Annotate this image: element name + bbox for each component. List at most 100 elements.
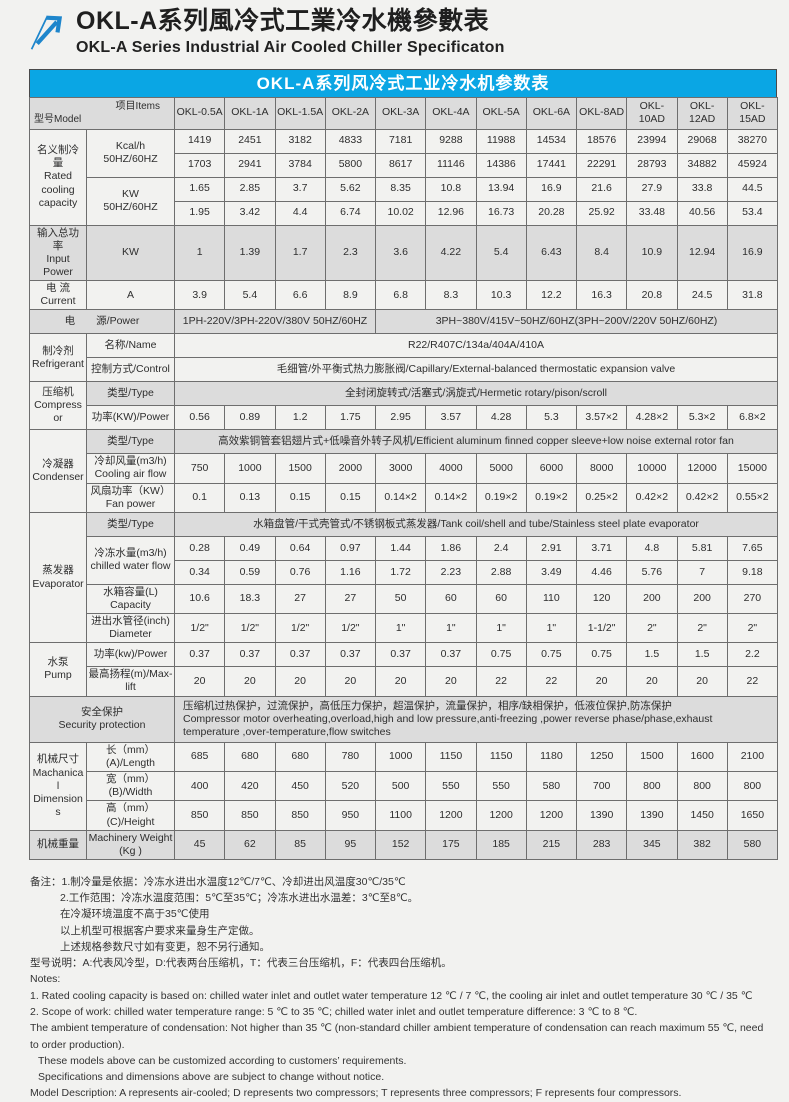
value-cell: 9.18 [726,559,779,585]
value-cell: 420 [224,771,276,802]
model-header-cell: OKL-0.5A [173,96,226,130]
spec-table: 型号Model 项目Items OKL-0.5A OKL-1A OKL-1.5A OKL-… [29,96,779,860]
value-cell: 185 [475,829,527,860]
value-cell: 1.7 [274,224,326,281]
value-cell: 1 [173,224,226,281]
value-cell: 1" [525,612,578,644]
value-cell: 0.13 [224,482,276,513]
item-cell: A [86,279,175,311]
value-cell: 1600 [676,741,728,773]
merged-value-cell: R22/R407C/134a/404A/410A [174,333,778,359]
value-cell: 10000 [626,453,678,484]
value-cell: 20 [274,666,326,697]
value-cell: 1" [475,612,527,644]
value-cell: 550 [425,771,477,802]
value-cell: 1390 [626,800,678,831]
value-cell: 1.65 [173,176,226,202]
value-cell: 3000 [374,453,427,484]
value-cell: 4833 [324,128,377,154]
category-cell: 名义制冷量 Rated cooling capacity [29,128,87,226]
value-cell: 0.56 [173,405,226,431]
item-cell: 冷却风量(m3/h) Cooling air flow [86,453,175,484]
notes-english: Notes: 1. Rated cooling capacity is based… [30,971,770,1101]
note-line: The ambient temperature of condensation:… [30,1022,764,1051]
value-cell: 27 [274,583,326,615]
value-cell: 0.37 [224,642,276,668]
value-cell: 1/2" [224,612,276,644]
item-cell: 水箱容量(L) Capacity [86,583,175,615]
value-cell: 0.14×2 [425,482,477,513]
document-header: OKL-A系列風冷式工業冷水機參數表 OKL-A Series Industri… [0,0,789,57]
merged-value-cell: 毛细管/外平衡式热力膨胀阀/Capillary/External-balance… [174,357,778,383]
value-cell: 44.5 [726,176,779,202]
category-cell: 安全保护 Security protection [29,695,175,743]
value-cell: 3.57 [425,405,477,431]
note-line: 以上机型可根据客户要求来量身生产定做。 [60,924,260,937]
value-cell: 1419 [173,128,226,154]
value-cell: 24.5 [676,279,728,311]
value-cell: 0.14×2 [374,482,427,513]
value-cell: 0.25×2 [575,482,628,513]
value-cell: 2.95 [374,405,427,431]
category-cell: 机械重量 [29,829,87,860]
item-cell: 进出水管径(inch) Diameter [86,612,175,644]
value-cell: 20 [173,666,226,697]
merged-value-cell: 3PH~380V/415V~50HZ/60HZ(3PH~200V/220V 50… [375,309,778,335]
corner-items-label: 项目Items [115,100,160,112]
value-cell: 1.5 [676,642,728,668]
value-cell: 1.5 [626,642,678,668]
value-cell: 1180 [525,741,578,773]
value-cell: 5.4 [224,279,276,311]
category-cell: 制冷剂 Refrigerant [29,333,87,383]
value-cell: 382 [676,829,728,860]
value-cell: 1250 [575,741,628,773]
value-cell: 11988 [475,128,527,154]
value-cell: 580 [726,829,779,860]
value-cell: 450 [274,771,326,802]
value-cell: 5.3×2 [676,405,728,431]
value-cell: 2.88 [475,559,527,585]
value-cell: 5.62 [324,176,377,202]
value-cell: 0.75 [525,642,578,668]
item-cell: 名称/Name [86,333,175,359]
value-cell: 1/2" [173,612,226,644]
value-cell: 20.8 [626,279,678,311]
value-cell: 12.94 [676,224,728,281]
value-cell: 9288 [425,128,477,154]
value-cell: 22291 [575,152,628,178]
value-cell: 345 [626,829,678,860]
value-cell: 680 [274,741,326,773]
item-cell: 风扇功率（KW） Fan power [86,482,175,513]
item-cell: 类型/Type [86,381,175,407]
value-cell: 1150 [475,741,527,773]
value-cell: 1" [425,612,477,644]
value-cell: 85 [274,829,326,860]
value-cell: 38270 [726,128,779,154]
value-cell: 16.3 [575,279,628,311]
value-cell: 0.55×2 [726,482,779,513]
model-header-cell: OKL-1.5A [274,96,326,130]
value-cell: 2" [626,612,678,644]
value-cell: 0.19×2 [475,482,527,513]
category-cell: 机械尺寸 Machanical Dimensions [29,741,87,831]
value-cell: 3182 [274,128,326,154]
value-cell: 5800 [324,152,377,178]
value-cell: 17441 [525,152,578,178]
value-cell: 680 [224,741,276,773]
value-cell: 22 [525,666,578,697]
value-cell: 2.3 [324,224,377,281]
value-cell: 1703 [173,152,226,178]
note-line: 2. Scope of work: chilled water temperat… [30,1006,638,1018]
value-cell: 60 [425,583,477,615]
value-cell: 1.44 [374,535,427,561]
value-cell: 0.76 [274,559,326,585]
category-cell: 电 流 Current [29,279,87,311]
value-cell: 4.28 [475,405,527,431]
value-cell: 152 [374,829,427,860]
value-cell: 400 [173,771,226,802]
value-cell: 20 [224,666,276,697]
model-header-cell: OKL-15AD [726,96,779,130]
note-line: 1. Rated cooling capacity is based on: c… [30,989,753,1002]
value-cell: 283 [575,829,628,860]
value-cell: 5.4 [475,224,527,281]
